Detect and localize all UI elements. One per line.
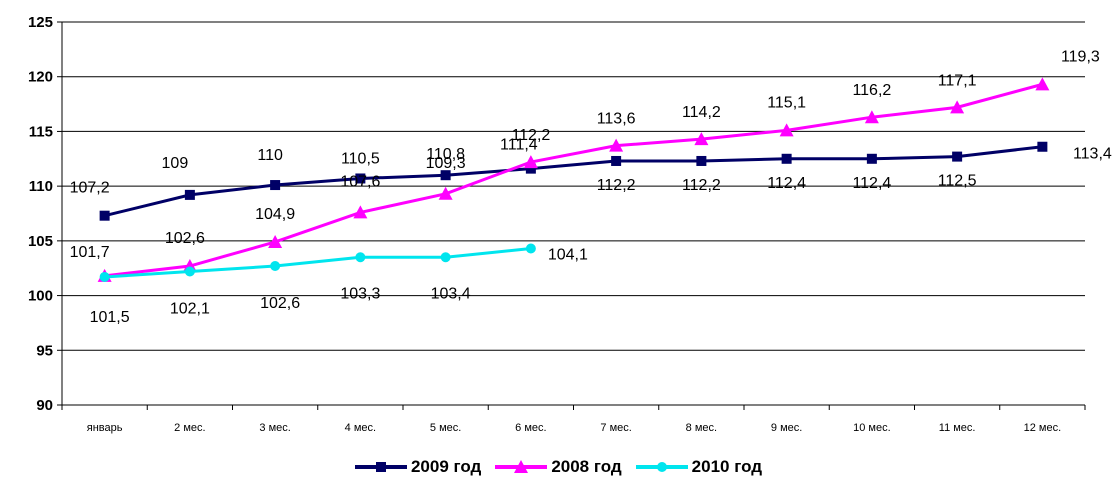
series-point bbox=[523, 155, 538, 169]
legend: 2009 год 2008 год 2010 год bbox=[0, 452, 1117, 482]
data-label: 119,3 bbox=[1061, 48, 1100, 65]
data-label: 112,2 bbox=[597, 177, 636, 194]
y-tick-label: 115 bbox=[29, 123, 53, 140]
series-lines bbox=[97, 77, 1050, 282]
series-point bbox=[609, 138, 624, 152]
data-label: 107,6 bbox=[340, 173, 380, 190]
x-tick-label: январь bbox=[87, 422, 123, 434]
series-point bbox=[270, 180, 281, 191]
y-tick-label: 125 bbox=[28, 14, 53, 31]
series-point bbox=[525, 243, 536, 254]
series-point bbox=[99, 271, 110, 282]
x-tick-label: 11 мес. bbox=[939, 422, 976, 434]
series-point bbox=[353, 205, 368, 219]
data-label: 110,8 bbox=[426, 146, 465, 163]
data-label: 116,2 bbox=[852, 82, 891, 99]
series-point bbox=[99, 210, 110, 221]
series-line-1 bbox=[104, 82, 1043, 278]
series-line-0 bbox=[104, 145, 1043, 218]
series-point bbox=[268, 234, 283, 248]
legend-item-2010: 2010 год bbox=[635, 457, 763, 477]
legend-item-2009: 2009 год bbox=[354, 457, 482, 477]
axes bbox=[61, 22, 1085, 406]
y-tick-label: 105 bbox=[28, 233, 53, 250]
data-label: 110,5 bbox=[341, 150, 380, 167]
data-label: 112,2 bbox=[511, 127, 550, 144]
series-point bbox=[270, 261, 281, 272]
legend-label-2008: 2008 год bbox=[551, 457, 622, 476]
y-tick-label: 110 bbox=[29, 178, 53, 195]
data-label: 110 bbox=[257, 147, 283, 164]
x-tick-label: 8 мес. bbox=[686, 422, 717, 434]
series-line-2 bbox=[104, 247, 532, 279]
y-axis-ticks: 90 95 100 105 110 115 120 125 bbox=[28, 14, 62, 414]
legend-item-2008: 2008 год bbox=[495, 457, 622, 477]
series-point bbox=[438, 186, 453, 200]
series-point bbox=[440, 252, 451, 263]
series-point bbox=[355, 252, 366, 263]
data-label: 114,2 bbox=[682, 104, 721, 121]
x-axis-ticks: январь 2 мес. 3 мес. 4 мес. 5 мес. 6 мес. 7 ме… bbox=[61, 405, 1086, 434]
data-label: 103,3 bbox=[340, 285, 380, 302]
data-label: 113,6 bbox=[597, 111, 636, 128]
data-label: 102,6 bbox=[260, 295, 300, 312]
series-point bbox=[866, 153, 877, 164]
series-point bbox=[950, 100, 965, 114]
series-point bbox=[184, 189, 195, 200]
x-tick-label: 2 мес. bbox=[174, 422, 205, 434]
legend-label-2010: 2010 год bbox=[691, 457, 763, 476]
series-point bbox=[525, 163, 536, 174]
legend-triangle-marker-icon bbox=[495, 460, 548, 473]
x-tick-label: 10 мес. bbox=[853, 422, 891, 434]
y-tick-label: 100 bbox=[28, 288, 53, 305]
x-tick-label: 7 мес. bbox=[600, 422, 631, 434]
data-label: 101,7 bbox=[70, 244, 110, 261]
series-point bbox=[696, 155, 707, 166]
data-label: 115,1 bbox=[767, 94, 806, 111]
data-label: 104,1 bbox=[548, 247, 588, 264]
series-point bbox=[355, 173, 366, 184]
data-label: 112,5 bbox=[938, 173, 977, 190]
y-tick-label: 120 bbox=[28, 69, 53, 86]
legend-circle-marker-icon bbox=[635, 462, 688, 472]
y-tick-label: 95 bbox=[36, 342, 53, 359]
data-label: 111,4 bbox=[500, 137, 538, 154]
data-label: 101,5 bbox=[90, 309, 130, 326]
data-label: 112,2 bbox=[682, 177, 721, 194]
data-label: 109,3 bbox=[426, 155, 466, 172]
x-tick-label: 5 мес. bbox=[430, 422, 461, 434]
x-tick-label: 3 мес. bbox=[259, 422, 290, 434]
series-point bbox=[611, 155, 622, 166]
data-label: 112,4 bbox=[767, 175, 806, 192]
series-point bbox=[694, 132, 709, 146]
data-label: 107,2 bbox=[70, 180, 110, 197]
series-point bbox=[781, 153, 792, 164]
series-point bbox=[1035, 77, 1050, 91]
data-label: 102,1 bbox=[170, 300, 210, 317]
series-point bbox=[779, 123, 794, 137]
data-label: 117,1 bbox=[938, 72, 977, 89]
y-tick-label: 90 bbox=[36, 397, 53, 414]
data-label: 112,4 bbox=[852, 175, 891, 192]
gridlines bbox=[62, 21, 1085, 351]
legend-square-marker-icon bbox=[354, 462, 407, 472]
x-tick-label: 12 мес. bbox=[1024, 422, 1062, 434]
series-point bbox=[440, 170, 451, 181]
data-label: 113,4 bbox=[1073, 146, 1112, 163]
series-point bbox=[184, 266, 195, 277]
series-point bbox=[864, 110, 879, 124]
x-tick-label: 4 мес. bbox=[345, 422, 376, 434]
data-label: 104,9 bbox=[255, 206, 295, 223]
x-tick-label: 9 мес. bbox=[771, 422, 802, 434]
series-point bbox=[952, 151, 963, 162]
series-point bbox=[1037, 141, 1048, 152]
x-tick-label: 6 мес. bbox=[515, 422, 546, 434]
data-label: 102,6 bbox=[165, 230, 205, 247]
data-label: 109 bbox=[162, 155, 189, 172]
legend-label-2009: 2009 год bbox=[410, 457, 482, 476]
data-label: 103,4 bbox=[431, 285, 471, 302]
